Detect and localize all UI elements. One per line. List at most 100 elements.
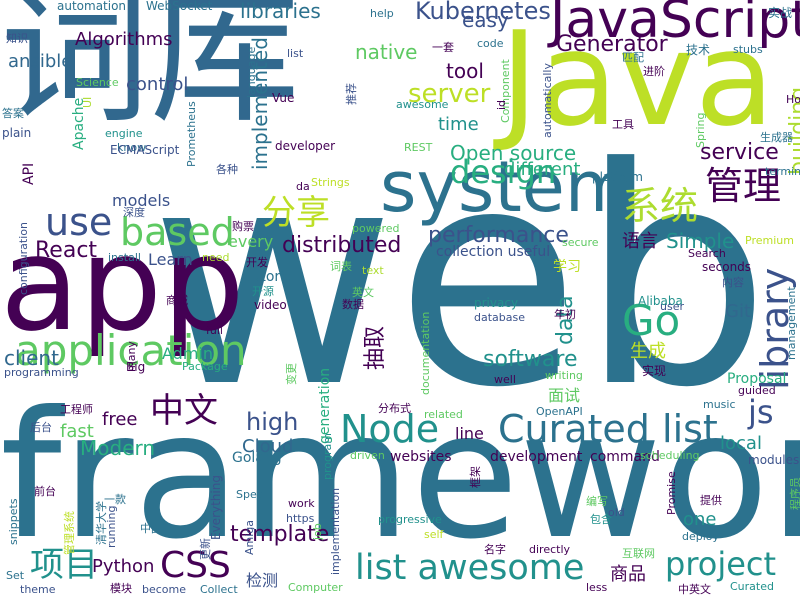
word-full: full bbox=[206, 323, 223, 337]
word-become: become bbox=[142, 582, 187, 596]
word-cjk-176: 互联网 bbox=[622, 546, 655, 560]
word-cjk-18: 中文 bbox=[150, 390, 218, 431]
word-css: CSS bbox=[160, 544, 231, 586]
word-list-awesome: list awesome bbox=[355, 547, 585, 588]
word-cjk-128: 数据 bbox=[342, 297, 364, 311]
word-running: running bbox=[105, 505, 118, 548]
word-cjk-65: 学习 bbox=[553, 259, 581, 276]
word-cjk-157: 一款 bbox=[104, 492, 126, 506]
word-simple: Simple bbox=[666, 228, 735, 253]
word-cjk-103: 工具 bbox=[612, 117, 634, 131]
word-snippets: snippets bbox=[7, 498, 20, 545]
word-control: control bbox=[126, 73, 189, 95]
word-cjk-87: 技术 bbox=[686, 42, 711, 57]
word-system: system bbox=[380, 145, 634, 228]
word-ecmascript: ECMAScript bbox=[110, 142, 180, 157]
word-cjk-88: 匹配 bbox=[622, 50, 644, 64]
word-kubernetes: Kubernetes bbox=[415, 0, 551, 26]
word-generator: Generator bbox=[556, 32, 668, 58]
word-premium: Premium bbox=[745, 233, 794, 247]
word-proposal: Proposal bbox=[727, 371, 787, 388]
word-cjk-158: 编写 bbox=[586, 494, 608, 508]
word-cjk-124: 内容 bbox=[722, 275, 744, 289]
word-search: Search bbox=[688, 246, 726, 260]
word-cjk-97: 答案 bbox=[2, 106, 24, 120]
word-management: management bbox=[785, 286, 798, 360]
word-cjk-63: 生成 bbox=[630, 340, 666, 362]
word-react: React bbox=[35, 238, 98, 264]
word-performance: performance bbox=[428, 223, 569, 249]
word-high: high bbox=[246, 408, 299, 437]
word-modules: modules bbox=[748, 452, 800, 467]
word-awesome: awesome bbox=[396, 97, 449, 111]
word-cjk-61: 商品 bbox=[610, 563, 646, 585]
word-based: based bbox=[120, 210, 235, 255]
word-id: id bbox=[495, 99, 508, 110]
word-use: use bbox=[45, 200, 113, 245]
word-cjk-104: 生成器 bbox=[760, 130, 793, 144]
word-cjk-126: 开源 bbox=[252, 284, 274, 298]
word-cjk-167: 包含 bbox=[590, 512, 612, 526]
word-time: time bbox=[438, 113, 479, 135]
word-component: Component bbox=[499, 59, 512, 123]
word-cjk-169: 中国 bbox=[140, 521, 162, 535]
word-cjk-160: 提供 bbox=[700, 493, 722, 507]
word-prometheus: Prometheus bbox=[185, 101, 198, 167]
word-cjk-154: 前台 bbox=[34, 484, 56, 498]
word-alibaba: Alibaba bbox=[638, 293, 683, 308]
word-golang: Golang bbox=[232, 450, 282, 467]
word-rest: REST bbox=[404, 140, 433, 154]
word-websocket: WebSocket bbox=[146, 0, 213, 13]
word-cjk-19: 分享 bbox=[262, 192, 330, 233]
word-everything: Everything bbox=[209, 475, 223, 540]
word-code: code bbox=[477, 36, 504, 50]
word-database: database bbox=[474, 310, 525, 324]
word-cjk-106: 各种 bbox=[216, 162, 238, 176]
word-privacy: privacy bbox=[474, 295, 519, 310]
word-developer: developer bbox=[275, 138, 336, 153]
word-cjk-111: 深度 bbox=[123, 205, 145, 219]
word-cjk-16: 系统 bbox=[622, 184, 699, 229]
word-curated: Curated bbox=[730, 579, 774, 593]
word-models: models bbox=[112, 191, 171, 211]
word-development: development bbox=[490, 449, 583, 466]
word-secure: secure bbox=[562, 235, 599, 249]
word-music: music bbox=[703, 397, 736, 411]
word-cjk-51: 抽取 bbox=[363, 325, 388, 370]
word-ho: Ho bbox=[786, 92, 800, 106]
word-platform: platform bbox=[592, 169, 643, 184]
word-tutorial: tutorial bbox=[246, 269, 297, 286]
word-software: software bbox=[483, 347, 578, 373]
word-documentation: documentation bbox=[419, 311, 432, 395]
word-user: user bbox=[660, 299, 684, 313]
word-collect: Collect bbox=[200, 582, 238, 596]
word-cjk-196: 程序员 bbox=[789, 477, 800, 510]
word-cjk-120: 词表 bbox=[330, 259, 352, 273]
word-well: well bbox=[494, 372, 516, 386]
word-cjk-84: 知识 bbox=[6, 31, 28, 45]
word-admin: Admin bbox=[162, 344, 213, 364]
word-https: https bbox=[286, 511, 315, 525]
word-free: free bbox=[102, 408, 138, 430]
word-cjk-146: 工程师 bbox=[60, 402, 93, 416]
word-stubs: stubs bbox=[733, 42, 763, 56]
word-cjk-198: 更新 bbox=[199, 538, 212, 560]
word-ansible: ansible bbox=[8, 50, 73, 72]
word-promise: Promise bbox=[665, 471, 678, 515]
word-app: app bbox=[0, 208, 245, 361]
word-seconds: seconds bbox=[702, 259, 752, 274]
word-cjk-174: 名字 bbox=[484, 542, 506, 556]
word-spec: Spec bbox=[236, 487, 263, 501]
word-framework: framework bbox=[0, 375, 800, 578]
word-cjk-155: 框架 bbox=[469, 466, 482, 488]
word-set: Set bbox=[6, 568, 25, 582]
word-cjk-17: 管理 bbox=[705, 164, 782, 209]
word-python: Python bbox=[92, 555, 155, 577]
word-work: work bbox=[288, 496, 315, 510]
word-engine: engine bbox=[105, 126, 143, 140]
word-vue: Vue bbox=[272, 90, 295, 105]
word-cjk-4: 词库 bbox=[0, 0, 301, 144]
word-different: different bbox=[504, 158, 581, 180]
word-cjk-83: 实战 bbox=[768, 5, 793, 20]
